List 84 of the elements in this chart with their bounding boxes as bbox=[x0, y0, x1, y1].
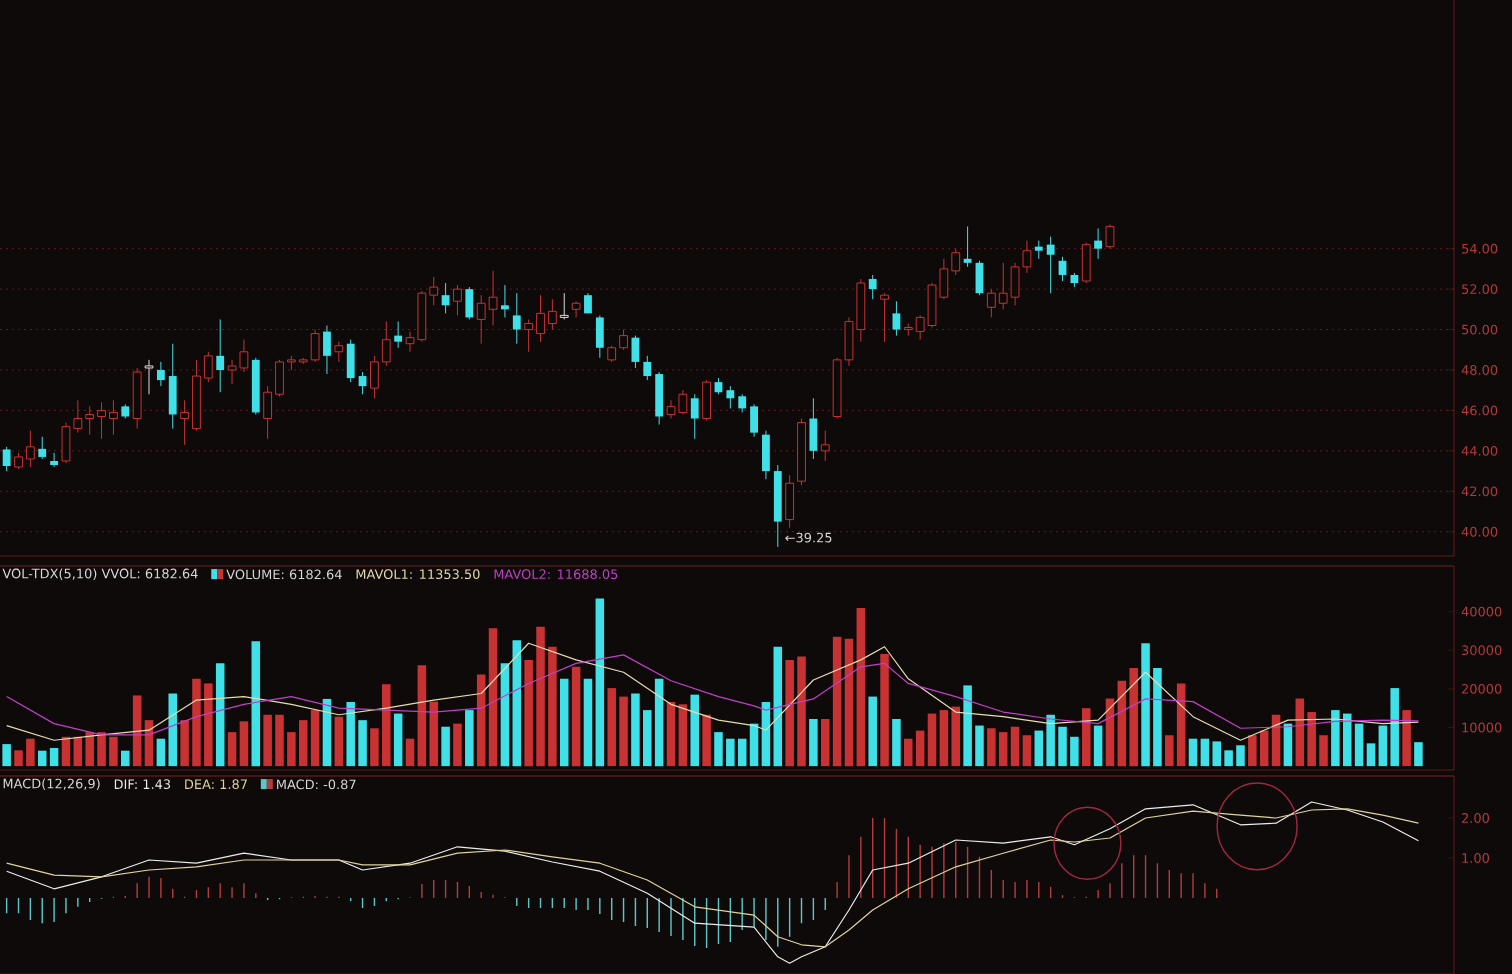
bar bbox=[227, 732, 237, 767]
bar bbox=[844, 638, 854, 767]
line-series bbox=[6, 642, 1420, 741]
candlestick bbox=[702, 379, 712, 422]
bar bbox=[678, 704, 688, 767]
bar bbox=[1414, 742, 1423, 767]
candlestick bbox=[595, 314, 604, 359]
candlestick bbox=[1034, 240, 1043, 260]
candlestick bbox=[1094, 227, 1103, 260]
bar bbox=[702, 714, 711, 767]
candlestick bbox=[880, 292, 889, 343]
candlestick bbox=[1081, 242, 1091, 284]
bar bbox=[405, 738, 415, 767]
candlestick bbox=[643, 355, 652, 381]
bar bbox=[322, 698, 332, 767]
bar bbox=[1093, 725, 1103, 767]
candlestick bbox=[156, 361, 165, 387]
bar bbox=[251, 641, 261, 767]
bar bbox=[559, 678, 569, 767]
candlestick bbox=[216, 318, 225, 393]
bar bbox=[215, 663, 225, 767]
bar bbox=[2, 744, 11, 767]
bar bbox=[666, 702, 676, 767]
candlestick bbox=[50, 452, 59, 468]
bar bbox=[465, 710, 474, 767]
bar bbox=[476, 674, 486, 767]
candlestick bbox=[762, 430, 770, 480]
bar bbox=[1022, 735, 1032, 767]
candlestick bbox=[441, 282, 450, 314]
bar bbox=[334, 716, 344, 767]
candlestick bbox=[571, 300, 581, 318]
candlestick bbox=[323, 325, 331, 375]
candlestick bbox=[168, 343, 177, 430]
bar bbox=[868, 696, 877, 767]
candlestick bbox=[809, 397, 818, 460]
bar bbox=[1081, 708, 1091, 767]
candlestick bbox=[38, 436, 47, 460]
candlestick bbox=[750, 403, 758, 438]
bar bbox=[583, 678, 593, 767]
bar bbox=[488, 628, 498, 767]
candlestick bbox=[465, 286, 474, 320]
bar bbox=[121, 750, 130, 767]
candlestick bbox=[868, 274, 877, 300]
bar bbox=[393, 713, 403, 767]
bar bbox=[749, 723, 759, 767]
candlestick bbox=[2, 446, 11, 472]
bar bbox=[453, 723, 462, 767]
candlestick bbox=[394, 320, 403, 349]
candlestick bbox=[785, 474, 795, 529]
bar bbox=[1402, 710, 1411, 767]
bar bbox=[880, 654, 889, 767]
bar bbox=[1283, 723, 1293, 767]
candlestick bbox=[963, 225, 972, 268]
candlestick bbox=[1046, 236, 1055, 294]
bar bbox=[571, 666, 581, 767]
bar bbox=[892, 719, 901, 767]
candlestick bbox=[690, 393, 699, 440]
bar bbox=[690, 694, 700, 767]
candlestick bbox=[892, 300, 901, 337]
bar bbox=[773, 646, 783, 767]
candlestick bbox=[512, 292, 521, 345]
bar bbox=[1010, 726, 1020, 767]
bar bbox=[927, 713, 937, 767]
candlestick bbox=[655, 371, 664, 426]
bar bbox=[132, 695, 142, 767]
bar bbox=[856, 608, 866, 767]
candlestick bbox=[144, 359, 154, 395]
candlestick bbox=[132, 367, 142, 430]
bar bbox=[239, 721, 249, 767]
candlestick bbox=[501, 284, 509, 318]
candlestick bbox=[453, 284, 462, 316]
bar bbox=[512, 640, 522, 767]
candlestick bbox=[738, 393, 747, 413]
candlestick bbox=[346, 339, 355, 383]
bar bbox=[500, 663, 510, 767]
bar bbox=[595, 598, 605, 767]
bar bbox=[1366, 743, 1376, 767]
candlestick bbox=[334, 341, 344, 363]
bar bbox=[809, 719, 818, 767]
candlestick bbox=[726, 385, 735, 409]
candlestick bbox=[820, 430, 830, 462]
bar bbox=[441, 726, 450, 767]
candlestick bbox=[1105, 223, 1115, 250]
bar bbox=[1188, 738, 1198, 767]
